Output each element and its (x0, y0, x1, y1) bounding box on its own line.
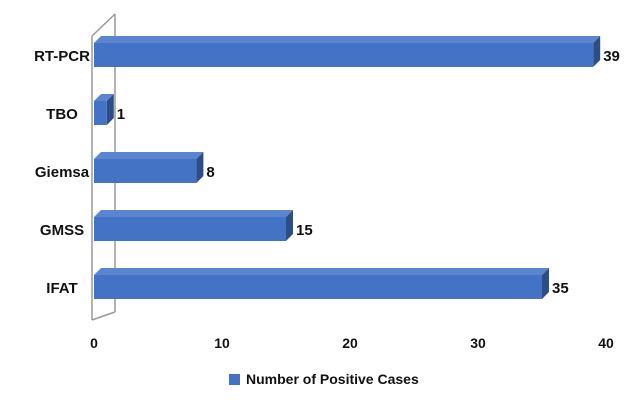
legend-swatch (229, 374, 240, 385)
x-tick-label: 20 (342, 335, 358, 351)
category-label: GMSS (40, 222, 84, 239)
legend: Number of Positive Cases (229, 371, 419, 387)
value-label: 15 (296, 222, 313, 239)
bar-front-face (94, 217, 286, 241)
axis-wall-top-edge (91, 13, 116, 37)
x-tick-label: 40 (598, 335, 614, 351)
bar-top-face (94, 94, 114, 101)
bar-side-face (286, 210, 293, 241)
x-tick-label: 0 (90, 335, 98, 351)
bar-front-face (94, 43, 594, 67)
bar-side-face (106, 94, 114, 125)
bar-side-face (542, 268, 549, 299)
bar-front-face (94, 101, 107, 125)
x-tick-label: 30 (470, 335, 486, 351)
x-tick-label: 10 (214, 335, 230, 351)
value-label: 8 (206, 164, 214, 181)
axis-floor-edge (91, 311, 116, 321)
bar-top-face (94, 210, 293, 217)
category-label: TBO (46, 106, 78, 123)
value-label: 1 (117, 106, 125, 123)
legend-label: Number of Positive Cases (246, 371, 419, 387)
bar-side-face (593, 36, 601, 67)
value-label: 39 (603, 48, 620, 65)
bar-front-face (94, 159, 197, 183)
bar-gmss (94, 210, 293, 241)
bar-top-face (94, 268, 549, 275)
bar-series (94, 36, 601, 299)
bar-front-face (94, 275, 542, 299)
bar-giemsa (94, 152, 204, 183)
bar-top-face (94, 152, 204, 159)
category-label: Giemsa (35, 164, 90, 181)
category-label: IFAT (46, 280, 77, 297)
category-labels: RT-PCR TBO Giemsa GMSS IFAT (34, 48, 90, 297)
category-label: RT-PCR (34, 48, 90, 65)
bar-tbo (94, 94, 114, 125)
x-tick-labels: 0 10 20 30 40 (90, 335, 614, 351)
bar-side-face (196, 152, 204, 183)
bar-top-face (94, 36, 601, 43)
bar-rt-pcr (94, 36, 601, 67)
value-label: 35 (552, 280, 569, 297)
bar-ifat (94, 268, 549, 299)
value-labels: 39 1 8 15 35 (117, 48, 620, 297)
